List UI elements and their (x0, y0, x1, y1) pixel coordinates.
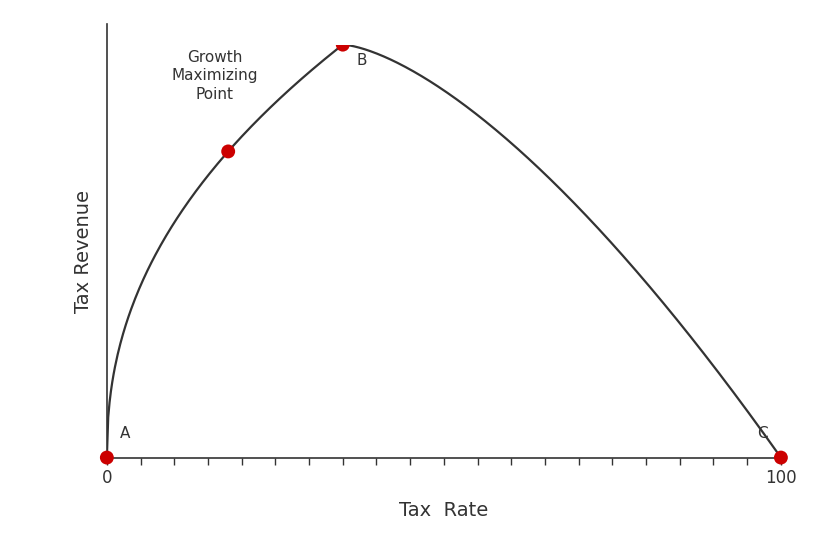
Point (336, 40, 349, 49)
Text: C: C (757, 426, 768, 441)
Point (222, 147, 235, 156)
Point (100, 453, 113, 462)
X-axis label: Tax  Rate: Tax Rate (399, 501, 488, 520)
Text: A: A (120, 426, 131, 441)
Point (774, 453, 787, 462)
Y-axis label: Tax Revenue: Tax Revenue (74, 190, 93, 312)
Text: Growth
Maximizing
Point: Growth Maximizing Point (172, 50, 258, 102)
Text: B: B (356, 53, 367, 68)
